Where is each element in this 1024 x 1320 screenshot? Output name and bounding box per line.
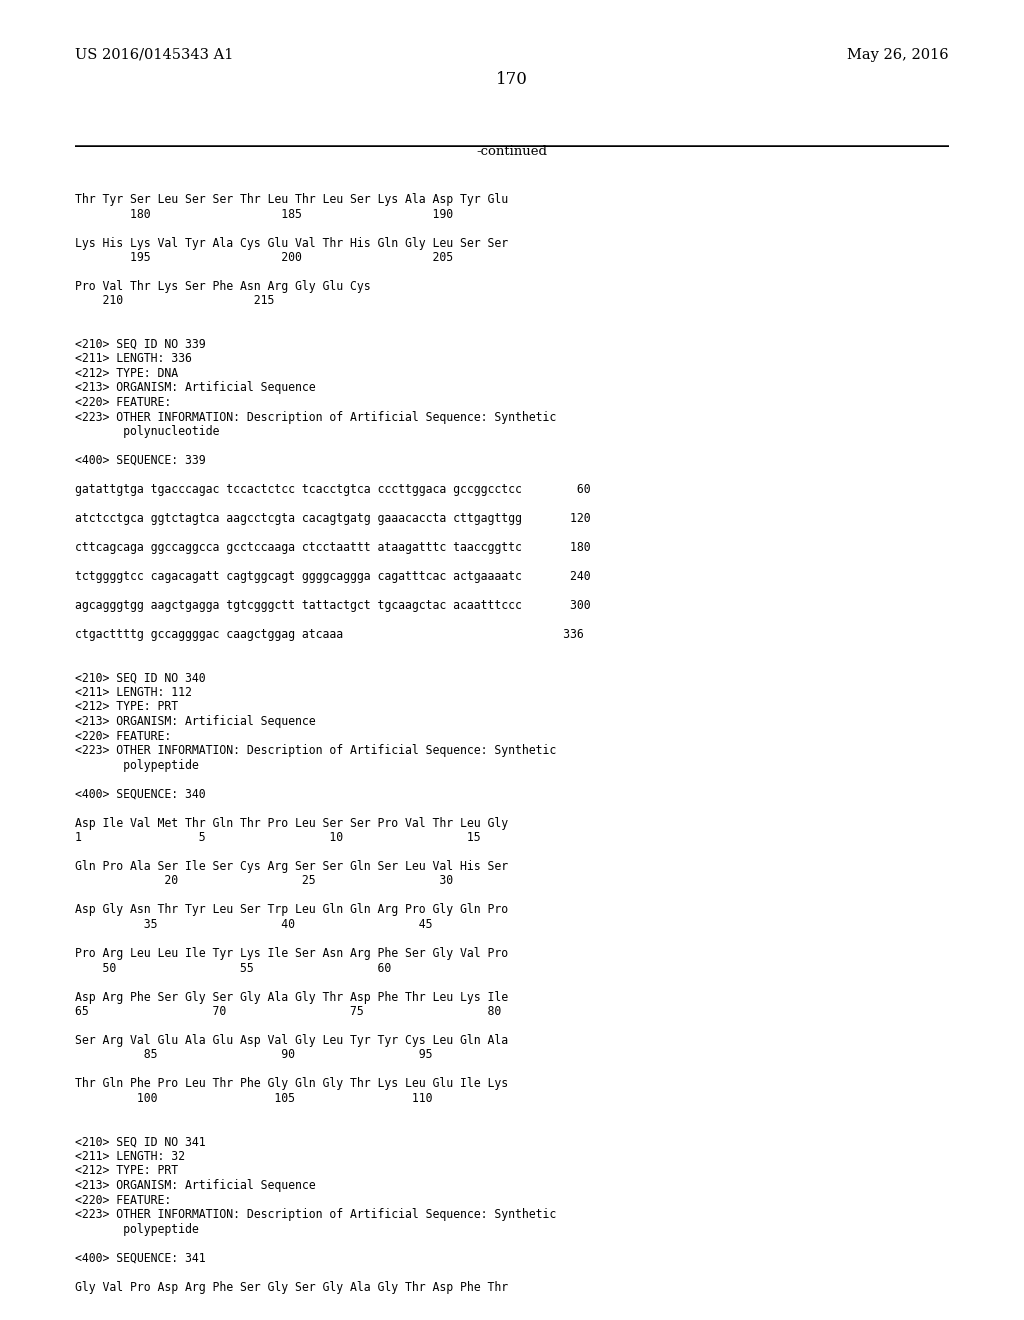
Text: gatattgtga tgacccagac tccactctcc tcacctgtca cccttggaca gccggcctcc        60: gatattgtga tgacccagac tccactctcc tcacctg…	[75, 483, 591, 496]
Text: <400> SEQUENCE: 339: <400> SEQUENCE: 339	[75, 454, 206, 467]
Text: polynucleotide: polynucleotide	[75, 425, 219, 438]
Text: <212> TYPE: DNA: <212> TYPE: DNA	[75, 367, 178, 380]
Text: Asp Ile Val Met Thr Gln Thr Pro Leu Ser Ser Pro Val Thr Leu Gly: Asp Ile Val Met Thr Gln Thr Pro Leu Ser …	[75, 817, 508, 829]
Text: Pro Val Thr Lys Ser Phe Asn Arg Gly Glu Cys: Pro Val Thr Lys Ser Phe Asn Arg Gly Glu …	[75, 280, 371, 293]
Text: May 26, 2016: May 26, 2016	[848, 48, 949, 62]
Text: <211> LENGTH: 336: <211> LENGTH: 336	[75, 352, 191, 366]
Text: <223> OTHER INFORMATION: Description of Artificial Sequence: Synthetic: <223> OTHER INFORMATION: Description of …	[75, 744, 556, 756]
Text: Thr Gln Phe Pro Leu Thr Phe Gly Gln Gly Thr Lys Leu Glu Ile Lys: Thr Gln Phe Pro Leu Thr Phe Gly Gln Gly …	[75, 1077, 508, 1090]
Text: <210> SEQ ID NO 341: <210> SEQ ID NO 341	[75, 1135, 206, 1148]
Text: <223> OTHER INFORMATION: Description of Artificial Sequence: Synthetic: <223> OTHER INFORMATION: Description of …	[75, 1208, 556, 1221]
Text: 50                  55                  60: 50 55 60	[75, 961, 391, 974]
Text: <223> OTHER INFORMATION: Description of Artificial Sequence: Synthetic: <223> OTHER INFORMATION: Description of …	[75, 411, 556, 424]
Text: <211> LENGTH: 32: <211> LENGTH: 32	[75, 1150, 185, 1163]
Text: <212> TYPE: PRT: <212> TYPE: PRT	[75, 701, 178, 714]
Text: Gly Val Pro Asp Arg Phe Ser Gly Ser Gly Ala Gly Thr Asp Phe Thr: Gly Val Pro Asp Arg Phe Ser Gly Ser Gly …	[75, 1280, 508, 1294]
Text: polypeptide: polypeptide	[75, 1222, 199, 1236]
Text: polypeptide: polypeptide	[75, 759, 199, 771]
Text: <213> ORGANISM: Artificial Sequence: <213> ORGANISM: Artificial Sequence	[75, 381, 315, 395]
Text: <212> TYPE: PRT: <212> TYPE: PRT	[75, 1164, 178, 1177]
Text: Thr Tyr Ser Leu Ser Ser Thr Leu Thr Leu Ser Lys Ala Asp Tyr Glu: Thr Tyr Ser Leu Ser Ser Thr Leu Thr Leu …	[75, 193, 508, 206]
Text: cttcagcaga ggccaggcca gcctccaaga ctcctaattt ataagatttc taaccggttc       180: cttcagcaga ggccaggcca gcctccaaga ctcctaa…	[75, 541, 591, 554]
Text: Asp Arg Phe Ser Gly Ser Gly Ala Gly Thr Asp Phe Thr Leu Lys Ile: Asp Arg Phe Ser Gly Ser Gly Ala Gly Thr …	[75, 990, 508, 1003]
Text: <210> SEQ ID NO 339: <210> SEQ ID NO 339	[75, 338, 206, 351]
Text: 1                 5                  10                  15: 1 5 10 15	[75, 832, 480, 843]
Text: tctggggtcc cagacagatt cagtggcagt ggggcaggga cagatttcac actgaaaatc       240: tctggggtcc cagacagatt cagtggcagt ggggcag…	[75, 570, 591, 583]
Text: 85                  90                  95: 85 90 95	[75, 1048, 432, 1061]
Text: 65                  70                  75                  80: 65 70 75 80	[75, 1005, 502, 1018]
Text: atctcctgca ggtctagtca aagcctcgta cacagtgatg gaaacaccta cttgagttgg       120: atctcctgca ggtctagtca aagcctcgta cacagtg…	[75, 512, 591, 525]
Text: <220> FEATURE:: <220> FEATURE:	[75, 1193, 171, 1206]
Text: <213> ORGANISM: Artificial Sequence: <213> ORGANISM: Artificial Sequence	[75, 715, 315, 729]
Text: <220> FEATURE:: <220> FEATURE:	[75, 396, 171, 409]
Text: <211> LENGTH: 112: <211> LENGTH: 112	[75, 686, 191, 700]
Text: US 2016/0145343 A1: US 2016/0145343 A1	[75, 48, 233, 62]
Text: agcagggtgg aagctgagga tgtcgggctt tattactgct tgcaagctac acaatttccc       300: agcagggtgg aagctgagga tgtcgggctt tattact…	[75, 599, 591, 612]
Text: Gln Pro Ala Ser Ile Ser Cys Arg Ser Ser Gln Ser Leu Val His Ser: Gln Pro Ala Ser Ile Ser Cys Arg Ser Ser …	[75, 861, 508, 873]
Text: 210                   215: 210 215	[75, 294, 274, 308]
Text: 170: 170	[496, 71, 528, 88]
Text: <213> ORGANISM: Artificial Sequence: <213> ORGANISM: Artificial Sequence	[75, 1179, 315, 1192]
Text: 195                   200                   205: 195 200 205	[75, 251, 454, 264]
Text: 20                  25                  30: 20 25 30	[75, 874, 454, 887]
Text: 100                 105                 110: 100 105 110	[75, 1092, 432, 1105]
Text: <210> SEQ ID NO 340: <210> SEQ ID NO 340	[75, 672, 206, 685]
Text: 180                   185                   190: 180 185 190	[75, 207, 454, 220]
Text: ctgacttttg gccaggggac caagctggag atcaaa                                336: ctgacttttg gccaggggac caagctggag atcaaa …	[75, 628, 584, 642]
Text: Pro Arg Leu Leu Ile Tyr Lys Ile Ser Asn Arg Phe Ser Gly Val Pro: Pro Arg Leu Leu Ile Tyr Lys Ile Ser Asn …	[75, 946, 508, 960]
Text: <220> FEATURE:: <220> FEATURE:	[75, 730, 171, 742]
Text: Ser Arg Val Glu Ala Glu Asp Val Gly Leu Tyr Tyr Cys Leu Gln Ala: Ser Arg Val Glu Ala Glu Asp Val Gly Leu …	[75, 1034, 508, 1047]
Text: <400> SEQUENCE: 340: <400> SEQUENCE: 340	[75, 788, 206, 800]
Text: 35                  40                  45: 35 40 45	[75, 917, 432, 931]
Text: Asp Gly Asn Thr Tyr Leu Ser Trp Leu Gln Gln Arg Pro Gly Gln Pro: Asp Gly Asn Thr Tyr Leu Ser Trp Leu Gln …	[75, 903, 508, 916]
Text: Lys His Lys Val Tyr Ala Cys Glu Val Thr His Gln Gly Leu Ser Ser: Lys His Lys Val Tyr Ala Cys Glu Val Thr …	[75, 236, 508, 249]
Text: <400> SEQUENCE: 341: <400> SEQUENCE: 341	[75, 1251, 206, 1265]
Text: -continued: -continued	[476, 145, 548, 158]
